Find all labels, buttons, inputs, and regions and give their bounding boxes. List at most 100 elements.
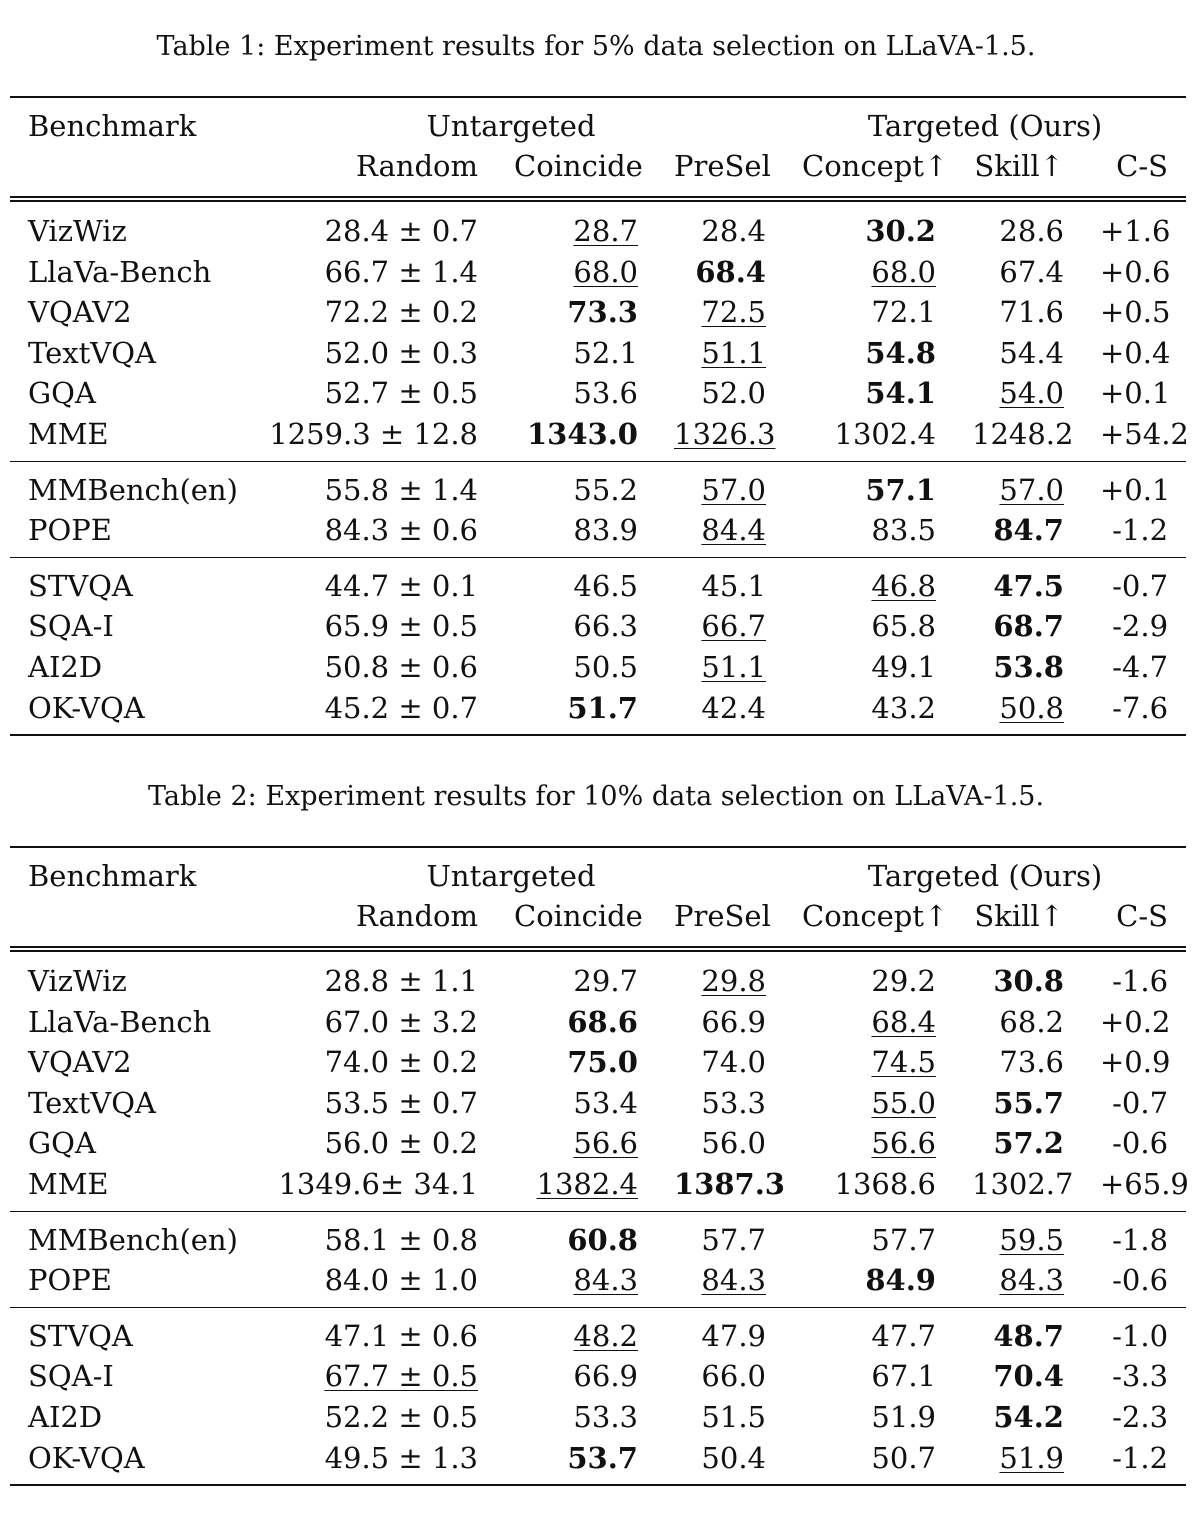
score-cell: +1.6 (1082, 196, 1187, 252)
score-cell: 57.7 (784, 1210, 954, 1261)
score-cell: 54.4 (954, 333, 1082, 374)
untargeted-group-header: Untargeted (238, 96, 784, 146)
score-cell: -7.6 (1082, 687, 1187, 737)
score-value: 46.5 (573, 568, 638, 603)
table-row: LlaVa-Bench 67.0 ± 3.2 68.6 66.9 68.4 68.2 +0.… (10, 1002, 1186, 1043)
score-value: 45.1 (701, 568, 766, 603)
score-value: -0.7 (1112, 568, 1169, 603)
score-cell: +0.4 (1082, 333, 1186, 374)
best-score: 55.7 (993, 1085, 1064, 1120)
second-best-score: 84.4 (701, 513, 766, 548)
score-value: 83.9 (573, 513, 638, 548)
score-value: -0.6 (1112, 1263, 1169, 1298)
score-value: 28.6 (999, 214, 1064, 248)
score-cell: 65.8 (784, 606, 954, 647)
score-value: 51.5 (701, 1399, 766, 1434)
score-value: 55.2 (573, 472, 638, 507)
score-cell: 74.0 ± 0.2 (238, 1042, 496, 1083)
score-cell: 51.5 (656, 1397, 784, 1438)
score-cell: 28.4 ± 0.7 (238, 196, 496, 252)
score-value: +0.1 (1100, 472, 1171, 507)
second-best-score: 51.9 (999, 1440, 1064, 1475)
score-cell: +0.1 (1082, 373, 1186, 414)
second-best-score: 68.0 (871, 254, 936, 289)
score-value: 53.3 (573, 1399, 638, 1434)
benchmark-name: GQA (28, 376, 96, 411)
table-2-caption: Table 2: Experiment results for 10% data… (147, 781, 1045, 812)
benchmark-name: TextVQA (28, 335, 156, 370)
score-value: 47.7 (871, 1318, 936, 1353)
score-cell: -4.7 (1082, 647, 1186, 688)
score-cell: 55.0 (784, 1083, 954, 1124)
table-row: GQA 56.0 ± 0.2 56.6 56.0 56.6 57.2 -0.6 (10, 1123, 1186, 1164)
second-best-score: 68.0 (573, 254, 638, 289)
second-best-score: 74.5 (871, 1045, 936, 1080)
best-score: 84.9 (865, 1263, 936, 1298)
score-value: +0.9 (1100, 1045, 1171, 1080)
best-score: 47.5 (993, 568, 1064, 603)
column-header: Random (356, 899, 478, 933)
score-value: 56.0 ± 0.2 (324, 1126, 478, 1161)
score-cell: 51.1 (656, 647, 784, 688)
score-cell: 51.1 (656, 333, 784, 374)
score-cell: 47.7 (784, 1306, 954, 1357)
second-best-score: 55.0 (871, 1085, 936, 1120)
score-cell: 68.2 (954, 1002, 1082, 1043)
score-cell: 1368.6 (784, 1164, 954, 1211)
score-cell: 72.5 (656, 292, 784, 333)
score-cell: 56.0 (656, 1123, 784, 1164)
best-score: 30.2 (865, 214, 936, 248)
score-value: 49.1 (871, 649, 936, 684)
second-best-score: 51.1 (701, 649, 766, 684)
score-cell: 45.2 ± 0.7 (238, 687, 496, 737)
score-cell: 68.0 (784, 252, 954, 293)
second-best-score: 84.3 (999, 1263, 1064, 1298)
score-cell: 29.7 (496, 946, 656, 1002)
score-cell: 53.5 ± 0.7 (238, 1083, 496, 1124)
score-value: 67.4 (999, 254, 1064, 289)
second-best-score: 84.3 (573, 1263, 638, 1298)
score-cell: 30.8 (954, 946, 1082, 1002)
best-score: 54.2 (993, 1399, 1064, 1434)
score-cell: 84.3 (954, 1260, 1082, 1307)
benchmark-name: STVQA (10, 556, 238, 607)
table-row: MMBench(en) 55.8 ± 1.4 55.2 57.0 57.1 57.0 +0.… (10, 460, 1187, 511)
score-cell: 50.8 (954, 687, 1082, 737)
second-best-score: 84.3 (701, 1263, 766, 1298)
best-score: 53.7 (567, 1440, 638, 1475)
score-value: 66.9 (573, 1359, 638, 1394)
score-value: 1368.6 (834, 1166, 936, 1201)
score-value: +54.2 (1100, 416, 1189, 451)
score-cell: 52.7 ± 0.5 (238, 373, 496, 414)
score-value: 67.0 ± 3.2 (324, 1004, 478, 1039)
second-best-score: 67.7 ± 0.5 (324, 1359, 478, 1394)
table-row: STVQA 44.7 ± 0.1 46.5 45.1 46.8 47.5 -0.7 (10, 556, 1187, 607)
benchmark-header: Benchmark (10, 846, 238, 896)
score-cell: 28.8 ± 1.1 (238, 946, 496, 1002)
score-value: 57.7 (871, 1222, 936, 1257)
best-score: 1387.3 (674, 1166, 785, 1201)
score-cell: 49.1 (784, 647, 954, 688)
score-cell: 50.5 (496, 647, 656, 688)
score-cell: 68.6 (496, 1002, 656, 1043)
table-row: VQAV2 74.0 ± 0.2 75.0 74.0 74.5 73.6 +0.9 (10, 1042, 1186, 1083)
score-cell: 28.6 (954, 196, 1082, 252)
score-cell: 54.0 (954, 373, 1082, 414)
score-value: 29.2 (871, 964, 936, 998)
untargeted-group-header: Untargeted (238, 846, 784, 896)
score-value: -1.0 (1112, 1318, 1169, 1353)
score-cell: 60.8 (496, 1210, 656, 1261)
second-best-score: 46.8 (871, 568, 936, 603)
score-value: 28.4 (701, 214, 766, 248)
score-cell: 48.2 (496, 1306, 656, 1357)
table-row: POPE 84.3 ± 0.6 83.9 84.4 83.5 84.7 -1.2 (10, 510, 1186, 557)
score-cell: 1387.3 (656, 1164, 785, 1211)
score-value: 65.9 ± 0.5 (324, 609, 478, 644)
score-cell: 47.5 (954, 556, 1082, 607)
score-cell: 66.7 (656, 606, 784, 647)
table-row: AI2D 50.8 ± 0.6 50.5 51.1 49.1 53.8 -4.7 (10, 647, 1186, 688)
column-header: Concept↑ (802, 149, 949, 183)
second-best-score: 48.2 (573, 1318, 638, 1353)
score-cell: 71.6 (954, 292, 1082, 333)
targeted-group-header: Targeted (Ours) (784, 96, 1187, 146)
